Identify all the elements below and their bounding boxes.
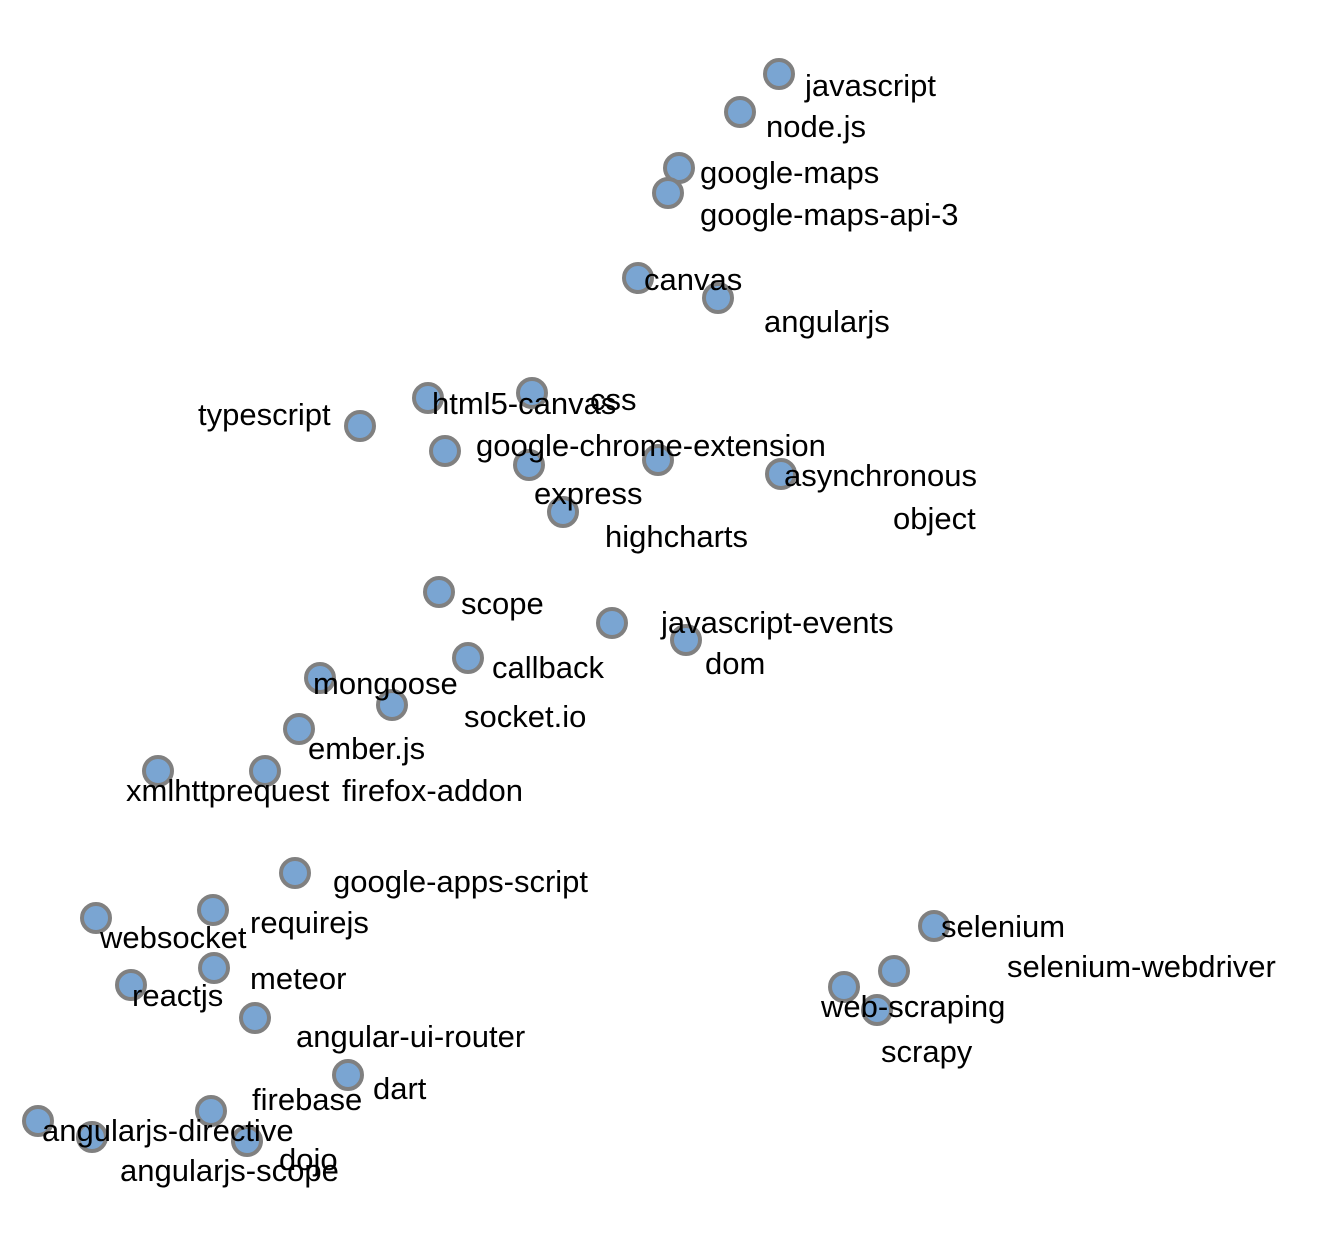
- label-dom: dom: [705, 646, 765, 681]
- label-canvas: canvas: [644, 262, 742, 297]
- label-ember-js: ember.js: [308, 731, 425, 766]
- node-angularjs-scope[interactable]: [76, 1121, 108, 1153]
- label-requirejs: requirejs: [250, 905, 369, 940]
- node-google-chrome-extension[interactable]: [429, 435, 461, 467]
- node-meteor[interactable]: [198, 952, 230, 984]
- labels-layer: javascript node.js google-maps google-maps-…: [42, 68, 1276, 1188]
- node-firefox-addon[interactable]: [249, 755, 281, 787]
- node-xmlhttprequest[interactable]: [142, 755, 174, 787]
- node-html5-canvas[interactable]: [412, 382, 444, 414]
- node-socket-io[interactable]: [376, 689, 408, 721]
- label-object: object: [893, 501, 976, 536]
- node-dom[interactable]: [670, 624, 702, 656]
- label-selenium: selenium: [941, 909, 1065, 944]
- node-angular-ui-router[interactable]: [239, 1002, 271, 1034]
- label-firefox-addon: firefox-addon: [342, 773, 523, 808]
- label-google-chrome-extension: google-chrome-extension: [476, 428, 826, 463]
- label-reactjs: reactjs: [132, 978, 223, 1013]
- node-ember-js[interactable]: [283, 713, 315, 745]
- node-javascript[interactable]: [763, 58, 795, 90]
- label-angularjs-directive: angularjs-directive: [42, 1113, 294, 1148]
- label-html5-canvas: html5-canvas: [432, 386, 616, 421]
- node-mongoose[interactable]: [304, 662, 336, 694]
- label-web-scraping: web-scraping: [820, 989, 1005, 1024]
- node-canvas[interactable]: [622, 262, 654, 294]
- node-requirejs[interactable]: [197, 894, 229, 926]
- label-highcharts: highcharts: [605, 519, 748, 554]
- node-express[interactable]: [513, 449, 545, 481]
- node-node-js[interactable]: [724, 96, 756, 128]
- node-websocket[interactable]: [80, 902, 112, 934]
- nodes-layer: [22, 58, 950, 1157]
- label-callback: callback: [492, 650, 604, 685]
- node-google-maps-api-3[interactable]: [652, 177, 684, 209]
- label-selenium-webdriver: selenium-webdriver: [1007, 949, 1276, 984]
- node-angularjs[interactable]: [702, 282, 734, 314]
- node-object[interactable]: [642, 444, 674, 476]
- label-dart: dart: [373, 1071, 427, 1106]
- label-angularjs-scope: angularjs-scope: [120, 1153, 339, 1188]
- label-google-maps-api-3: google-maps-api-3: [700, 197, 958, 232]
- node-firebase[interactable]: [195, 1095, 227, 1127]
- label-express: express: [534, 476, 643, 511]
- node-scrapy[interactable]: [861, 994, 893, 1026]
- node-css[interactable]: [516, 377, 548, 409]
- node-dart[interactable]: [332, 1059, 364, 1091]
- node-selenium-webdriver[interactable]: [878, 955, 910, 987]
- node-highcharts[interactable]: [547, 496, 579, 528]
- label-mongoose: mongoose: [313, 666, 458, 701]
- node-dojo[interactable]: [231, 1125, 263, 1157]
- node-web-scraping[interactable]: [828, 971, 860, 1003]
- node-angularjs-directive[interactable]: [22, 1105, 54, 1137]
- label-javascript: javascript: [804, 68, 936, 103]
- label-meteor: meteor: [250, 961, 346, 996]
- node-callback[interactable]: [452, 642, 484, 674]
- label-firebase: firebase: [252, 1082, 362, 1117]
- node-selenium[interactable]: [918, 910, 950, 942]
- label-socket-io: socket.io: [464, 699, 586, 734]
- label-angularjs: angularjs: [764, 304, 890, 339]
- label-asynchronous: asynchronous: [784, 458, 977, 493]
- label-javascript-events: javascript-events: [660, 605, 894, 640]
- label-xmlhttprequest: xmlhttprequest: [126, 773, 330, 808]
- node-scope[interactable]: [423, 576, 455, 608]
- label-dojo: dojo: [279, 1142, 338, 1177]
- node-javascript-events[interactable]: [596, 607, 628, 639]
- label-css: css: [590, 382, 637, 417]
- node-typescript[interactable]: [344, 410, 376, 442]
- label-angular-ui-router: angular-ui-router: [296, 1019, 525, 1054]
- node-google-apps-script[interactable]: [279, 857, 311, 889]
- label-websocket: websocket: [99, 920, 247, 955]
- label-node-js: node.js: [766, 109, 866, 144]
- label-scope: scope: [461, 586, 544, 621]
- node-reactjs[interactable]: [115, 969, 147, 1001]
- label-typescript: typescript: [198, 397, 331, 432]
- label-google-apps-script: google-apps-script: [333, 864, 588, 899]
- label-google-maps: google-maps: [700, 155, 879, 190]
- label-scrapy: scrapy: [881, 1034, 973, 1069]
- node-asynchronous[interactable]: [765, 458, 797, 490]
